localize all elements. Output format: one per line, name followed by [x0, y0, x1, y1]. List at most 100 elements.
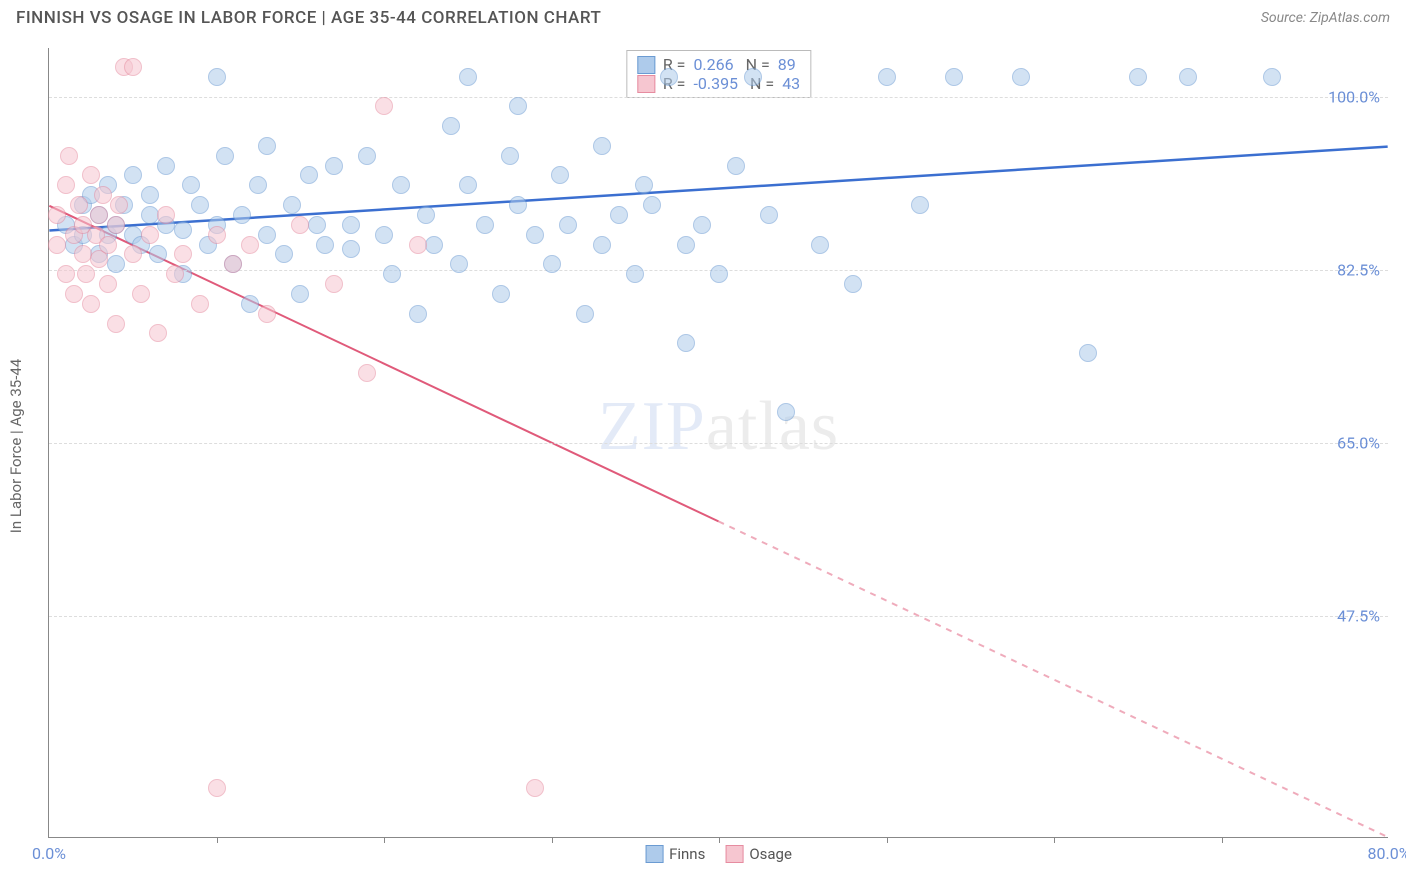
- source-attribution: Source: ZipAtlas.com: [1261, 10, 1390, 26]
- data-point: [945, 68, 963, 86]
- data-point: [82, 166, 100, 184]
- data-point: [275, 245, 293, 263]
- gridline: [49, 616, 1388, 617]
- series-legend: Finns Osage: [645, 845, 792, 863]
- data-point: [216, 147, 234, 165]
- r-value: -0.395: [693, 74, 738, 93]
- r-value: 0.266: [693, 55, 733, 74]
- x-tick-mark: [552, 837, 553, 843]
- data-point: [57, 265, 75, 283]
- data-point: [316, 236, 334, 254]
- data-point: [283, 196, 301, 214]
- data-point: [300, 166, 318, 184]
- data-point: [99, 236, 117, 254]
- data-point: [727, 157, 745, 175]
- data-point: [1179, 68, 1197, 86]
- legend-label: Osage: [749, 845, 792, 863]
- data-point: [559, 216, 577, 234]
- data-point: [450, 255, 468, 273]
- data-point: [99, 275, 117, 293]
- data-point: [291, 285, 309, 303]
- data-point: [459, 176, 477, 194]
- scatter-chart: ZIPatlas R =0.266 N =89R =-0.395 N =43 F…: [48, 48, 1388, 838]
- data-point: [258, 305, 276, 323]
- data-point: [60, 147, 78, 165]
- data-point: [375, 97, 393, 115]
- gridline: [49, 443, 1388, 444]
- data-point: [626, 265, 644, 283]
- data-point: [576, 305, 594, 323]
- data-point: [693, 216, 711, 234]
- data-point: [677, 334, 695, 352]
- data-point: [509, 97, 527, 115]
- data-point: [325, 275, 343, 293]
- x-tick-mark: [1054, 837, 1055, 843]
- chart-title: FINNISH VS OSAGE IN LABOR FORCE | AGE 35…: [16, 8, 601, 28]
- data-point: [777, 403, 795, 421]
- data-point: [878, 68, 896, 86]
- n-value: 43: [782, 74, 800, 93]
- legend-swatch: [637, 75, 655, 93]
- data-point: [593, 137, 611, 155]
- data-point: [543, 255, 561, 273]
- data-point: [643, 196, 661, 214]
- data-point: [551, 166, 569, 184]
- data-point: [208, 779, 226, 797]
- data-point: [107, 255, 125, 273]
- data-point: [208, 226, 226, 244]
- y-tick-label: 82.5%: [1337, 261, 1380, 280]
- y-axis-label: In Labor Force | Age 35-44: [7, 359, 25, 533]
- data-point: [191, 295, 209, 313]
- data-point: [342, 240, 360, 258]
- data-point: [90, 206, 108, 224]
- data-point: [459, 68, 477, 86]
- data-point: [383, 265, 401, 283]
- gridline: [49, 97, 1388, 98]
- data-point: [811, 236, 829, 254]
- legend-swatch: [725, 845, 743, 863]
- data-point: [191, 196, 209, 214]
- data-point: [82, 295, 100, 313]
- data-point: [1079, 344, 1097, 362]
- data-point: [1129, 68, 1147, 86]
- data-point: [174, 221, 192, 239]
- x-tick-mark: [384, 837, 385, 843]
- data-point: [124, 245, 142, 263]
- data-point: [526, 226, 544, 244]
- data-point: [501, 147, 519, 165]
- x-tick-label: 80.0%: [1368, 844, 1406, 863]
- data-point: [124, 166, 142, 184]
- data-point: [610, 206, 628, 224]
- x-tick-mark: [719, 837, 720, 843]
- data-point: [409, 305, 427, 323]
- data-point: [124, 58, 142, 76]
- data-point: [844, 275, 862, 293]
- data-point: [744, 68, 762, 86]
- data-point: [110, 196, 128, 214]
- data-point: [107, 315, 125, 333]
- data-point: [660, 68, 678, 86]
- data-point: [157, 157, 175, 175]
- x-tick-mark: [217, 837, 218, 843]
- data-point: [48, 206, 66, 224]
- legend-label: Finns: [669, 845, 705, 863]
- data-point: [911, 196, 929, 214]
- data-point: [182, 176, 200, 194]
- data-point: [1263, 68, 1281, 86]
- data-point: [476, 216, 494, 234]
- data-point: [392, 176, 410, 194]
- data-point: [224, 255, 242, 273]
- data-point: [409, 236, 427, 254]
- data-point: [132, 285, 150, 303]
- legend-item: Osage: [725, 845, 792, 863]
- data-point: [492, 285, 510, 303]
- data-point: [249, 176, 267, 194]
- data-point: [57, 176, 75, 194]
- data-point: [149, 245, 167, 263]
- legend-item: Finns: [645, 845, 705, 863]
- data-point: [258, 226, 276, 244]
- data-point: [291, 216, 309, 234]
- y-tick-label: 65.0%: [1337, 434, 1380, 453]
- data-point: [593, 236, 611, 254]
- data-point: [149, 324, 167, 342]
